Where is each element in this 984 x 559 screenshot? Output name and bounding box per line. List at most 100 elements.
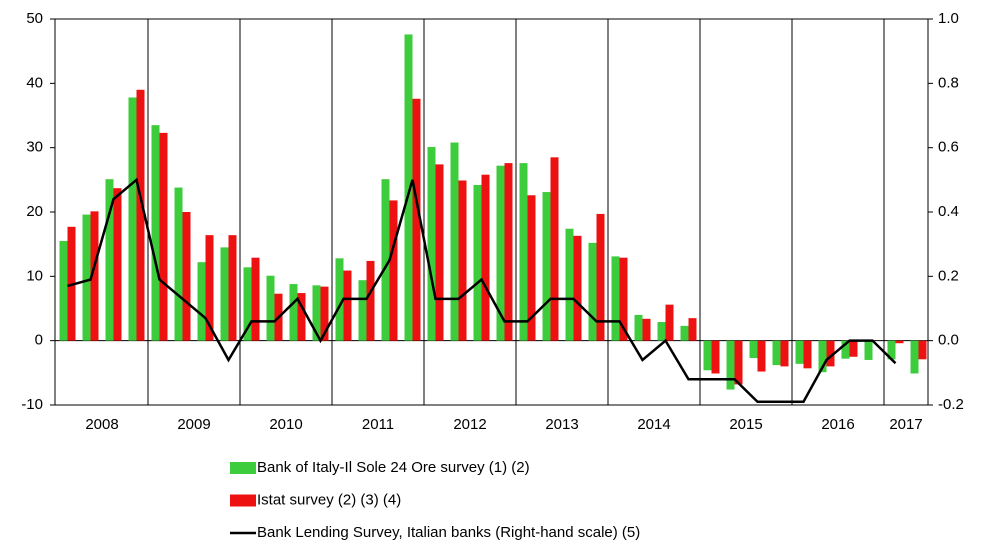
x-tick-label: 2009 [177, 416, 210, 433]
x-tick-label: 2008 [85, 416, 118, 433]
bar [312, 285, 321, 341]
bar [611, 256, 620, 341]
bar [519, 163, 528, 341]
y2-tick-label: 0.4 [938, 203, 959, 220]
y-tick-label: -10 [21, 396, 43, 413]
bar [435, 164, 444, 341]
bar [412, 98, 421, 341]
bar [757, 340, 766, 372]
bar [389, 200, 398, 341]
legend-swatch [230, 462, 256, 474]
bar [320, 286, 329, 341]
bar [826, 340, 835, 367]
bar [504, 163, 513, 341]
bar [910, 340, 919, 374]
bar [82, 214, 91, 341]
y-tick-label: 20 [26, 203, 43, 220]
bar [381, 179, 390, 341]
y-tick-label: 40 [26, 74, 43, 91]
legend-swatch [230, 494, 256, 507]
bar [818, 340, 827, 373]
bar [174, 187, 183, 341]
bar [136, 89, 145, 341]
bar [358, 280, 367, 341]
bar [335, 258, 344, 341]
bar [887, 340, 896, 360]
y2-tick-label: 0.2 [938, 267, 959, 284]
legend-label: Bank of Italy-Il Sole 24 Ore survey (1) … [257, 459, 530, 476]
bar [458, 180, 467, 341]
x-tick-label: 2016 [821, 416, 854, 433]
bar [251, 257, 260, 341]
bar [128, 97, 137, 341]
x-tick-label: 2011 [362, 416, 394, 433]
bar [205, 235, 214, 341]
bar [297, 293, 306, 341]
bar [151, 125, 160, 341]
bar [266, 275, 275, 341]
y2-tick-label: 0.6 [938, 139, 959, 156]
line-series [67, 177, 897, 404]
bar [59, 240, 68, 341]
bar [228, 235, 237, 341]
bar [496, 165, 505, 341]
bar [481, 174, 490, 341]
bar [803, 340, 812, 369]
bar [780, 340, 789, 367]
bar [596, 213, 605, 341]
bar [197, 262, 206, 341]
bar [527, 195, 536, 341]
y-tick-label: 10 [26, 267, 43, 284]
bar [795, 340, 804, 364]
bar [849, 340, 858, 357]
bar [634, 314, 643, 341]
bar [159, 132, 168, 341]
bar [404, 34, 413, 341]
bar [734, 340, 743, 385]
bar [573, 235, 582, 341]
bar [703, 340, 712, 371]
y-tick-label: 50 [26, 10, 43, 27]
bar [895, 340, 904, 344]
bar [105, 179, 114, 341]
bar [113, 188, 122, 341]
bar [642, 318, 651, 341]
legend-label: Bank Lending Survey, Italian banks (Righ… [257, 524, 640, 541]
x-tick-label: 2015 [729, 416, 762, 433]
bar [657, 322, 666, 341]
bar [550, 157, 559, 341]
bar [772, 340, 781, 366]
y2-tick-label: 1.0 [938, 10, 959, 27]
bar [619, 257, 628, 341]
y2-tick-label: 0.8 [938, 74, 959, 91]
x-tick-label: 2014 [637, 416, 670, 433]
bar [680, 325, 689, 341]
y2-tick-label: 0.0 [938, 332, 959, 349]
x-tick-label: 2012 [453, 416, 486, 433]
bar [565, 228, 574, 341]
bar [343, 270, 352, 341]
bar [841, 340, 850, 359]
y-tick-label: 0 [35, 332, 43, 349]
bar [665, 304, 674, 341]
bar [90, 211, 99, 341]
bar [427, 147, 436, 341]
bar [366, 260, 375, 341]
bar [588, 242, 597, 341]
bar [473, 184, 482, 341]
bar [918, 340, 927, 360]
bar [726, 340, 735, 390]
x-tick-label: 2013 [545, 416, 578, 433]
legend-label: Istat survey (2) (3) (4) [257, 491, 401, 508]
bar [864, 340, 873, 360]
bar [220, 247, 229, 341]
y2-tick-label: -0.2 [938, 396, 964, 413]
x-tick-label: 2010 [269, 416, 302, 433]
bar [749, 340, 758, 359]
y-tick-label: 30 [26, 139, 43, 156]
bar [711, 340, 720, 374]
x-tick-label: 2017 [889, 416, 922, 433]
bar [182, 212, 191, 341]
